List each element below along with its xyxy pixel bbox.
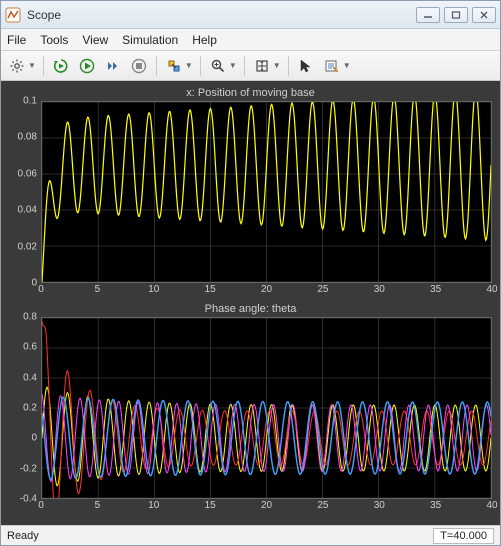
toolbar-separator [244,56,245,76]
menu-tools[interactable]: Tools [40,33,68,47]
dropdown-arrow-icon[interactable]: ▼ [273,61,281,70]
run-icon[interactable] [75,54,99,78]
window-title: Scope [27,8,416,22]
subplot-title: x: Position of moving base [9,87,492,101]
time-readout: T=40.000 [433,528,494,544]
app-icon [5,7,21,23]
dropdown-arrow-icon[interactable]: ▼ [185,61,193,70]
step-icon[interactable] [101,54,125,78]
x-axis-ticks: 0510152025303540 [41,499,492,513]
toolbar-separator [288,56,289,76]
toolbar: ▼ ▼ ▼ ▼ ▼ [1,51,500,81]
menu-view[interactable]: View [82,33,108,47]
titlebar: Scope [1,1,500,29]
toolbar-separator [43,56,44,76]
subplot-0: x: Position of moving base00.020.040.060… [9,87,492,297]
minimize-button[interactable] [416,7,440,23]
status-text: Ready [7,530,39,542]
run-restart-icon[interactable] [49,54,73,78]
gear-icon[interactable] [5,54,29,78]
maximize-button[interactable] [444,7,468,23]
toolbar-separator [156,56,157,76]
x-axis-ticks: 0510152025303540 [41,283,492,297]
close-button[interactable] [472,7,496,23]
dropdown-arrow-icon[interactable]: ▼ [343,61,351,70]
stop-icon[interactable] [127,54,151,78]
menu-file[interactable]: File [7,33,26,47]
subplot-title: Phase angle: theta [9,303,492,317]
scale-icon[interactable] [250,54,274,78]
plot-area: x: Position of moving base00.020.040.060… [1,81,500,525]
dropdown-arrow-icon[interactable]: ▼ [229,61,237,70]
y-axis-ticks: 00.020.040.060.080.1 [9,101,41,283]
menu-help[interactable]: Help [192,33,217,47]
subplot-1: Phase angle: theta-0.4-0.200.20.40.60.80… [9,303,492,513]
menu-simulation[interactable]: Simulation [122,33,178,47]
menubar: File Tools View Simulation Help [1,29,500,51]
plot-canvas[interactable] [41,101,492,283]
dropdown-arrow-icon[interactable]: ▼ [28,61,36,70]
highlight-icon[interactable] [162,54,186,78]
y-axis-ticks: -0.4-0.200.20.40.60.8 [9,317,41,499]
cursor-icon[interactable] [294,54,318,78]
zoom-icon[interactable] [206,54,230,78]
plot-canvas[interactable] [41,317,492,499]
props-icon[interactable] [320,54,344,78]
statusbar: Ready T=40.000 [1,525,500,545]
toolbar-separator [200,56,201,76]
